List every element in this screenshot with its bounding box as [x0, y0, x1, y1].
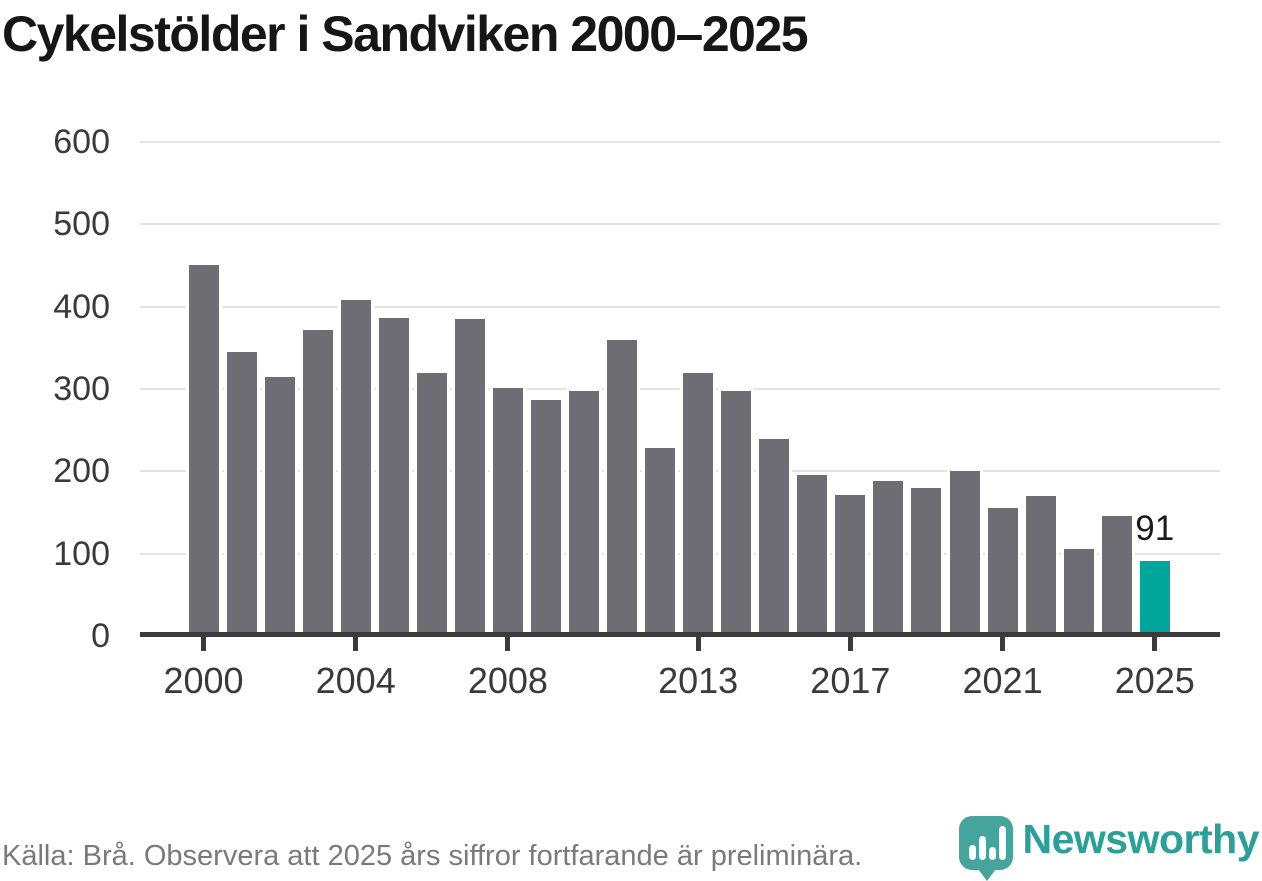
bar-2011 — [607, 339, 638, 636]
x-axis-label-2025: 2025 — [1114, 660, 1195, 701]
x-axis-tick-2025 — [1152, 637, 1158, 651]
x-axis-tick-2008 — [505, 637, 511, 651]
bar-2015 — [759, 439, 790, 636]
chart-title: Cykelstölder i Sandviken 2000–2025 — [2, 6, 809, 62]
gridline-500 — [140, 223, 1220, 226]
x-axis-tick-2021 — [1000, 637, 1006, 651]
bar-2013 — [683, 372, 714, 636]
x-axis-line — [140, 632, 1220, 637]
bar-2019 — [911, 487, 942, 636]
bar-2014 — [721, 390, 752, 636]
bar-2010 — [569, 391, 599, 636]
x-axis-label-2000: 2000 — [163, 660, 244, 701]
newsworthy-logo: Newsworthy — [958, 811, 1260, 881]
bar-2002 — [264, 377, 295, 636]
bar-2021 — [987, 508, 1018, 636]
y-axis-label-400: 400 — [53, 287, 110, 326]
newsworthy-logo-text: Newsworthy — [1022, 816, 1260, 862]
bar-2017 — [835, 495, 866, 636]
x-axis-label-2017: 2017 — [810, 660, 891, 701]
gridline-200 — [140, 470, 1220, 473]
bar-2012 — [645, 448, 676, 636]
x-axis-tick-2013 — [695, 637, 701, 651]
x-axis-label-2008: 2008 — [467, 660, 548, 701]
bar-2000 — [188, 264, 219, 636]
y-axis-label-100: 100 — [53, 534, 110, 573]
bar-2004 — [340, 300, 371, 636]
bar-2003 — [302, 329, 333, 636]
gridline-400 — [140, 305, 1220, 308]
x-axis-tick-2017 — [847, 637, 853, 651]
bar-2022 — [1025, 496, 1056, 636]
bar-2023 — [1063, 548, 1094, 636]
x-axis-tick-2004 — [353, 637, 359, 651]
bar-2009 — [530, 399, 561, 636]
x-axis-label-2021: 2021 — [962, 660, 1043, 701]
bar-2006 — [416, 373, 447, 636]
x-axis-label-2013: 2013 — [658, 660, 739, 701]
bar-2020 — [949, 470, 980, 636]
y-axis-label-500: 500 — [53, 205, 110, 244]
highlight-value-label: 91 — [1135, 509, 1175, 549]
x-axis-tick-2000 — [201, 637, 206, 651]
bar-2024 — [1101, 515, 1132, 636]
gridline-100 — [140, 552, 1220, 555]
y-axis-label-600: 600 — [53, 123, 110, 161]
y-axis-label-0: 0 — [91, 617, 110, 655]
bar-2018 — [873, 481, 904, 636]
bar-2025 — [1139, 561, 1170, 636]
bar-2007 — [454, 319, 485, 636]
bar-2008 — [492, 388, 523, 636]
source-note: Källa: Brå. Observera att 2025 års siffr… — [2, 840, 863, 872]
y-axis-label-200: 200 — [53, 452, 110, 491]
bar-chart-speech-bubble-icon — [958, 816, 1013, 881]
y-axis-label-300: 300 — [53, 370, 110, 408]
gridline-300 — [140, 388, 1220, 390]
x-axis-label-2004: 2004 — [315, 660, 396, 701]
bar-2016 — [797, 474, 828, 636]
bar-2005 — [378, 318, 409, 636]
gridline-600 — [140, 141, 1220, 143]
bar-2001 — [226, 351, 257, 636]
